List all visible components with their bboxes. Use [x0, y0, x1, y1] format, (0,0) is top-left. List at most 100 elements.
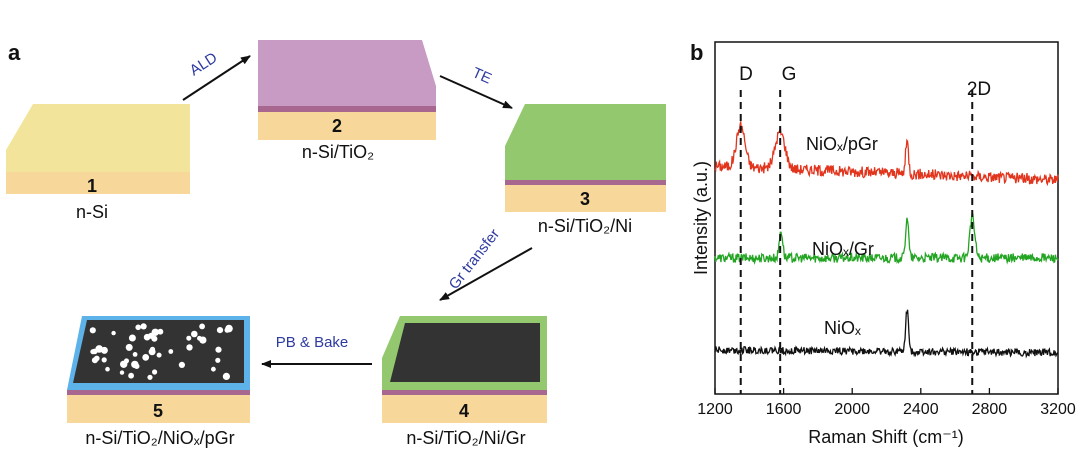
pore-dot — [211, 366, 216, 372]
pore-dot — [140, 323, 147, 330]
pore-dot — [215, 346, 222, 353]
panel-b-label: b — [690, 40, 703, 65]
peak-label-d: D — [739, 64, 753, 85]
pore-dot — [120, 360, 128, 368]
pore-dot — [199, 323, 206, 330]
pore-dot — [119, 370, 125, 375]
pore-dot — [92, 348, 98, 355]
block-3-number: 3 — [580, 189, 590, 209]
pore-dot — [132, 352, 138, 357]
block-2-top — [258, 40, 436, 106]
series-label-niox-gr: NiOₓ/Gr — [812, 239, 874, 259]
block-1-top — [6, 104, 190, 150]
pore-dot — [135, 324, 141, 331]
block-4-tio2-layer — [382, 390, 547, 395]
pore-dot — [143, 333, 151, 341]
pore-dot — [152, 369, 158, 375]
pore-dot — [101, 357, 107, 363]
x-tick-label: 3200 — [1040, 401, 1076, 418]
x-tick-label: 2800 — [972, 401, 1008, 418]
pore-dot — [156, 352, 162, 358]
pore-dot — [94, 355, 100, 362]
series-label-niox: NiOₓ — [824, 318, 861, 338]
block-1-si-layer — [6, 172, 190, 194]
block-2-si-layer — [258, 112, 436, 140]
block-4-label: n-Si/TiO₂/Ni/Gr — [406, 428, 525, 448]
block-5-holes — [89, 323, 233, 380]
block-4-number: 4 — [459, 401, 469, 421]
peak-guides — [739, 90, 974, 394]
arrow-te-label: TE — [470, 64, 494, 87]
pore-dot — [147, 374, 153, 380]
pore-dot — [168, 349, 174, 354]
block-5: 5 n-Si/TiO₂/NiOₓ/pGr — [67, 316, 250, 448]
x-tick-label: 2400 — [903, 401, 939, 418]
block-2-label: n-Si/TiO₂ — [302, 142, 374, 162]
pore-dot — [222, 372, 230, 380]
panel-a: a 1 n-Si 2 n-Si/TiO₂ 3 n-Si/TiO₂/Ni — [6, 40, 666, 448]
pore-dot — [216, 327, 224, 334]
pore-dot — [186, 344, 193, 351]
block-3-top — [505, 104, 666, 146]
peak-label-g: G — [782, 64, 797, 85]
block-3-ni-front — [505, 146, 666, 180]
spectra-layer — [714, 121, 1059, 359]
pore-dot — [178, 361, 185, 368]
series-line — [714, 121, 1059, 187]
block-3: 3 n-Si/TiO₂/Ni — [505, 104, 666, 236]
plot-frame — [714, 41, 1059, 395]
block-4-graphene — [390, 323, 540, 382]
block-1: 1 n-Si — [6, 104, 190, 222]
series-line — [714, 212, 1059, 265]
block-5-label: n-Si/TiO₂/NiOₓ/pGr — [85, 428, 234, 448]
pore-dot — [199, 336, 207, 344]
pore-dot — [131, 360, 139, 369]
x-tick-label: 1600 — [766, 401, 802, 418]
arrow-pb-bake: PB & Bake — [261, 334, 372, 368]
pore-dot — [111, 330, 116, 336]
block-1-number: 1 — [87, 176, 97, 196]
pore-dot — [215, 357, 221, 363]
pore-dot — [128, 334, 136, 342]
pore-dot — [125, 343, 133, 351]
peak-label-2d: 2D — [967, 79, 991, 100]
pore-dot — [149, 346, 156, 352]
x-tick-label: 2000 — [834, 401, 870, 418]
block-3-si-layer — [505, 185, 666, 212]
pore-dot — [105, 366, 110, 372]
x-axis-ticks: 1200 1600 2000 2400 2800 3200 — [697, 388, 1076, 418]
arrow-te-line — [439, 75, 513, 109]
arrow-ald: ALD — [182, 49, 251, 101]
block-3-tio2-layer — [505, 180, 666, 185]
block-5-tio2-layer — [67, 390, 250, 395]
series-line — [714, 309, 1059, 359]
pore-dot — [128, 372, 135, 379]
x-axis-title: Raman Shift (cm⁻¹) — [808, 427, 964, 447]
arrow-gr-transfer: Gr transfer — [439, 226, 533, 301]
arrow-pb-bake-label: PB & Bake — [276, 334, 349, 351]
block-5-number: 5 — [153, 401, 163, 421]
arrow-gr-transfer-label: Gr transfer — [446, 226, 504, 293]
pore-dot — [142, 354, 150, 361]
pore-dot — [186, 335, 192, 341]
block-3-label: n-Si/TiO₂/Ni — [538, 216, 632, 236]
block-4: 4 n-Si/TiO₂/Ni/Gr — [382, 316, 547, 448]
arrow-gr-transfer-line — [439, 247, 533, 301]
pore-dot — [157, 328, 164, 335]
block-2-number: 2 — [332, 116, 342, 136]
block-4-si-layer — [382, 395, 547, 423]
arrow-te: TE — [439, 64, 513, 109]
panel-b: b 1200 1600 2000 2400 2800 3200 D G 2D NiOₓ/p… — [690, 40, 1076, 447]
pore-dot — [100, 346, 108, 354]
arrow-ald-line — [182, 55, 251, 101]
block-2-tio2-layer — [258, 106, 436, 112]
panel-a-label: a — [8, 40, 21, 65]
block-5-si-layer — [67, 395, 250, 423]
pore-dot — [89, 327, 96, 334]
pore-dot — [191, 330, 198, 338]
block-2: 2 n-Si/TiO₂ — [258, 40, 436, 162]
series-label-niox-pgr: NiOₓ/pGr — [806, 134, 878, 154]
pore-dot — [224, 327, 230, 333]
block-5-pgr — [73, 320, 244, 383]
